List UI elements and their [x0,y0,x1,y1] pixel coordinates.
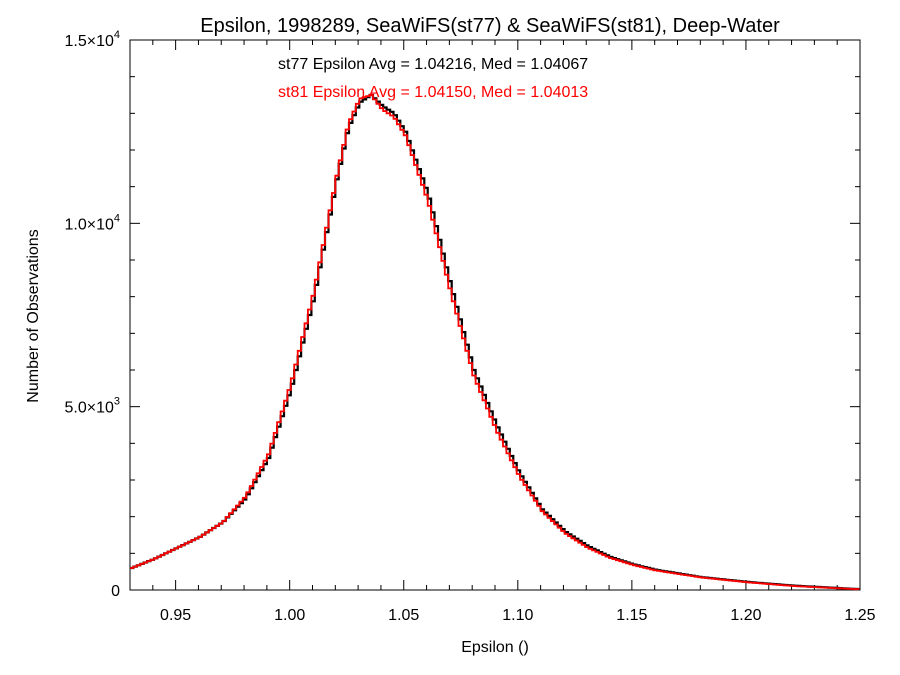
st81-stats-annotation: st81 Epsilon Avg = 1.04150, Med = 1.0401… [278,84,588,101]
x-tick-label: 0.95 [160,607,191,624]
x-tick-label: 1.10 [502,607,533,624]
x-axis-label: Epsilon () [461,639,529,656]
x-tick-label: 1.00 [274,607,305,624]
y-axis-label: Number of Observations [25,229,42,402]
x-tick-label: 1.15 [616,607,647,624]
series-st81-line [130,94,860,591]
y-tick-label: 0 [111,583,120,600]
chart-title: Epsilon, 1998289, SeaWiFS(st77) & SeaWiF… [200,15,780,37]
x-tick-label: 1.05 [388,607,419,624]
series-layer [130,93,860,591]
x-axis: 0.95 1.00 1.05 1.10 1.15 1.20 1.25 [152,40,876,624]
series-st77-line [130,93,860,591]
y-tick-label: 5.0×103 [64,396,120,417]
x-tick-label: 1.20 [730,607,761,624]
y-axis: 0 5.0×103 1.0×104 1.5×104 [64,29,860,600]
st77-stats-annotation: st77 Epsilon Avg = 1.04216, Med = 1.0406… [278,56,588,73]
x-tick-label: 1.25 [844,607,875,624]
y-tick-label: 1.0×104 [64,212,120,233]
y-tick-label: 1.5×104 [64,29,120,50]
